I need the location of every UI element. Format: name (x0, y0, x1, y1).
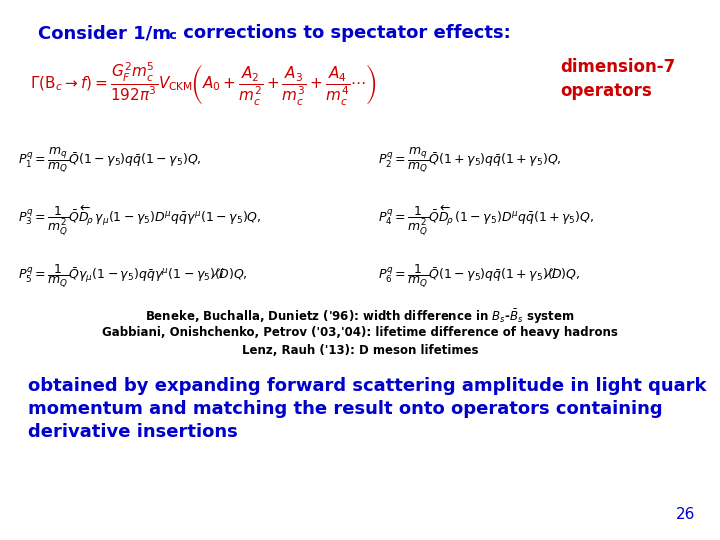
Text: $P_4^q = \dfrac{1}{m_Q^2}\bar{Q}\overleftarrow{D}_{\!\rho}\,(1-\gamma_5)D^{\mu}q: $P_4^q = \dfrac{1}{m_Q^2}\bar{Q}\overlef… (378, 203, 594, 237)
Text: Consider 1/m: Consider 1/m (38, 24, 171, 42)
Text: $P_5^q = \dfrac{1}{m_Q}\bar{Q}\gamma_{\mu}(1-\gamma_5)q\bar{q}\gamma^{\mu}(1-\ga: $P_5^q = \dfrac{1}{m_Q}\bar{Q}\gamma_{\m… (18, 262, 248, 288)
Text: dimension-7
operators: dimension-7 operators (560, 58, 675, 99)
Text: $P_3^q = \dfrac{1}{m_Q^2}\bar{Q}\overleftarrow{D}_{\!\rho}\,\gamma_{\mu}(1-\gamm: $P_3^q = \dfrac{1}{m_Q^2}\bar{Q}\overlef… (18, 203, 261, 237)
Text: momentum and matching the result onto operators containing: momentum and matching the result onto op… (28, 400, 662, 418)
Text: $P_2^q = \dfrac{m_q}{m_Q}\bar{Q}(1+\gamma_5)q\bar{q}(1+\gamma_5)Q,$: $P_2^q = \dfrac{m_q}{m_Q}\bar{Q}(1+\gamm… (378, 145, 562, 174)
Text: $\Gamma(\mathrm{B}_c \rightarrow f) = \dfrac{G_F^2 m_c^5}{192\pi^3} V_{\mathrm{C: $\Gamma(\mathrm{B}_c \rightarrow f) = \d… (30, 61, 377, 108)
Text: corrections to spectator effects:: corrections to spectator effects: (177, 24, 510, 42)
Text: Gabbiani, Onishchenko, Petrov ('03,'04): lifetime difference of heavy hadrons: Gabbiani, Onishchenko, Petrov ('03,'04):… (102, 326, 618, 339)
Text: $P_6^q = \dfrac{1}{m_Q}\bar{Q}(1-\gamma_5)q\bar{q}(1+\gamma_5)(i\!\not\!D)Q,$: $P_6^q = \dfrac{1}{m_Q}\bar{Q}(1-\gamma_… (378, 262, 580, 288)
Text: derivative insertions: derivative insertions (28, 423, 238, 441)
Text: 26: 26 (675, 507, 695, 522)
Text: $P_1^q = \dfrac{m_q}{m_Q}\bar{Q}(1-\gamma_5)q\bar{q}(1-\gamma_5)Q,$: $P_1^q = \dfrac{m_q}{m_Q}\bar{Q}(1-\gamm… (18, 145, 202, 174)
Text: c: c (168, 29, 176, 42)
Text: Beneke, Buchalla, Dunietz ('96): width difference in $B_s$-$\bar{B}_s$ system: Beneke, Buchalla, Dunietz ('96): width d… (145, 308, 575, 326)
Text: obtained by expanding forward scattering amplitude in light quark: obtained by expanding forward scattering… (28, 377, 706, 395)
Text: Lenz, Rauh ('13): D meson lifetimes: Lenz, Rauh ('13): D meson lifetimes (242, 344, 478, 357)
